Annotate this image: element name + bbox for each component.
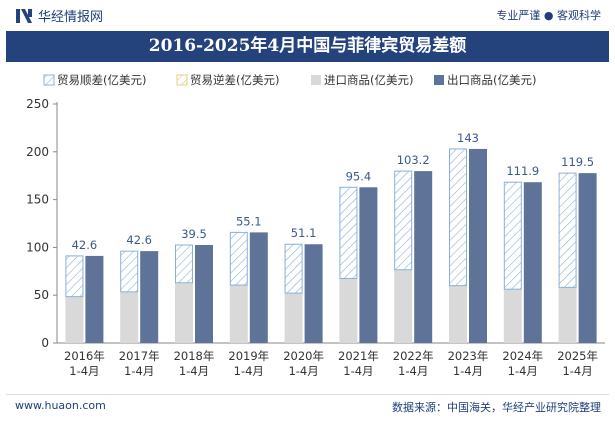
import-bar	[120, 291, 139, 343]
brand-logo-icon	[16, 9, 32, 23]
title-band: 2016-2025年4月中国与菲律宾贸易差额	[6, 31, 609, 62]
import-bar	[284, 293, 303, 343]
legend-label: 出口商品(亿美元)	[447, 73, 536, 87]
surplus-bar	[394, 170, 413, 271]
import-bar	[449, 285, 467, 343]
legend-swatch	[176, 74, 188, 86]
chart-data-labels: 42.6 42.6 39.5 55.1 51.1 95.4 103.2 143 111.9 119…	[72, 131, 594, 252]
y-tick-label: 0	[41, 336, 49, 350]
x-tick-label: 2025年 1-4月	[557, 349, 598, 378]
export-bar	[359, 187, 378, 343]
legend-swatch	[311, 75, 321, 85]
surplus-bar	[339, 186, 358, 279]
y-tick-label: 150	[26, 193, 49, 207]
surplus-data-label: 42.6	[126, 233, 152, 247]
surplus-bar	[175, 244, 193, 284]
export-bar	[195, 245, 213, 343]
export-bar	[414, 171, 433, 343]
x-tick-label: 2016年 1-4月	[64, 349, 105, 378]
import-bar	[175, 282, 193, 343]
surplus-data-label: 95.4	[346, 169, 372, 183]
surplus-data-label: 103.2	[397, 153, 430, 167]
surplus-data-label: 143	[457, 131, 479, 145]
x-tick-label: 2017年 1-4月	[119, 349, 160, 378]
surplus-data-label: 39.5	[181, 227, 207, 241]
surplus-bar	[284, 243, 303, 294]
y-tick-label: 100	[26, 240, 49, 254]
export-bar	[249, 232, 268, 343]
import-bar	[558, 287, 577, 343]
surplus-bar	[120, 250, 139, 293]
chart-legend: 贸易顺差(亿美元) 贸易逆差(亿美元) 进口商品(亿美元) 出口商品(亿美元)	[43, 73, 536, 87]
surplus-bar	[65, 255, 84, 298]
export-bar	[469, 148, 487, 343]
surplus-data-label: 55.1	[236, 214, 262, 228]
y-tick-label: 200	[26, 145, 49, 159]
brand-tagline: 专业严谨 ● 客观科学	[496, 9, 601, 22]
export-bar	[523, 182, 542, 343]
import-bar	[394, 269, 413, 343]
y-tick-label: 250	[26, 97, 49, 111]
import-bar	[339, 278, 358, 343]
import-bar	[65, 296, 84, 343]
chart-axes: 0 50 100 150 200 250 2016年 1-4月 2017年 1-4月 2018年 1-…	[26, 97, 605, 378]
x-tick-label: 2020年 1-4月	[283, 349, 324, 378]
chart-bars	[65, 148, 597, 343]
legend-label: 进口商品(亿美元)	[324, 73, 413, 87]
bar-chart: 贸易顺差(亿美元) 贸易逆差(亿美元) 进口商品(亿美元) 出口商品(亿美元) 0 50…	[26, 73, 605, 378]
surplus-bar	[558, 172, 577, 288]
surplus-data-label: 42.6	[72, 238, 98, 252]
surplus-data-label: 119.5	[561, 155, 594, 169]
legend-swatch	[43, 74, 55, 86]
y-tick-label: 50	[34, 288, 49, 302]
legend-label: 贸易逆差(亿美元)	[190, 73, 279, 87]
x-tick-label: 2024年 1-4月	[502, 349, 543, 378]
legend-label: 贸易顺差(亿美元)	[57, 73, 146, 87]
export-bar	[578, 173, 597, 343]
import-bar	[503, 289, 522, 343]
x-tick-label: 2023年 1-4月	[448, 349, 489, 378]
x-tick-label: 2019年 1-4月	[228, 349, 269, 378]
brand-name: 华经情报网	[38, 10, 104, 25]
surplus-data-label: 111.9	[506, 164, 539, 178]
top-bar: 华经情报网 专业严谨 ● 客观科学	[0, 0, 615, 30]
legend-swatch	[434, 75, 444, 85]
x-tick-label: 2021年 1-4月	[338, 349, 379, 378]
surplus-bar	[449, 148, 467, 287]
import-bar	[229, 285, 248, 343]
footer-url: www.huaon.com	[15, 399, 106, 412]
x-tick-label: 2018年 1-4月	[174, 349, 215, 378]
export-bar	[140, 251, 159, 343]
x-tick-label: 2022年 1-4月	[393, 349, 434, 378]
surplus-bar	[503, 181, 522, 290]
chart-title: 2016-2025年4月中国与菲律宾贸易差额	[148, 36, 467, 56]
export-bar	[304, 244, 323, 343]
export-bar	[85, 255, 104, 343]
surplus-bar	[229, 231, 248, 286]
surplus-data-label: 51.1	[291, 226, 317, 240]
footer-divider	[6, 394, 609, 395]
footer-source: 数据来源：中国海关，华经产业研究院整理	[392, 401, 601, 414]
